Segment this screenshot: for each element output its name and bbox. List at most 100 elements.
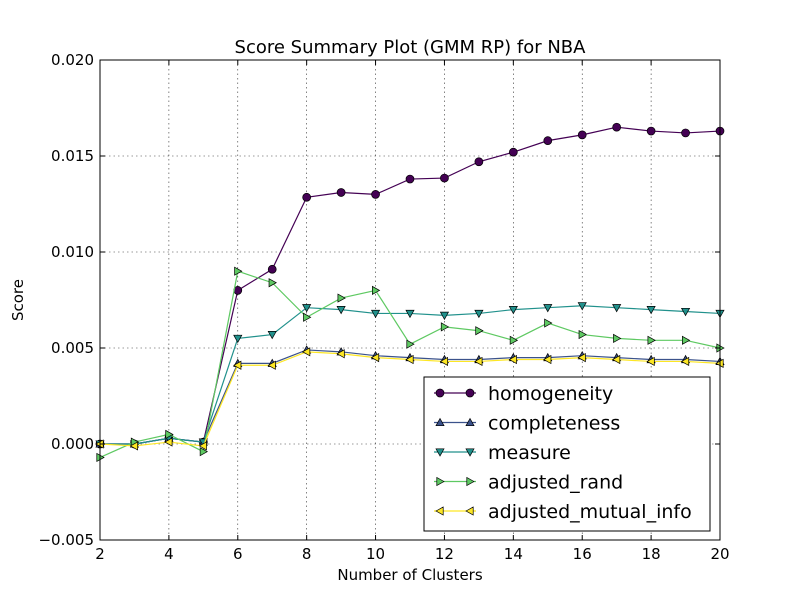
data-point-measure (508, 306, 518, 315)
series-layer (95, 122, 725, 463)
data-point-measure (680, 307, 691, 317)
data-point-measure (336, 306, 346, 315)
legend-marker-homogeneity (465, 388, 475, 398)
x-axis-title: Number of Clusters (337, 566, 482, 584)
data-point-adjusted_mutual_info (301, 347, 311, 357)
data-point-homogeneity (612, 122, 622, 132)
x-tick-label: 14 (504, 545, 523, 563)
data-point-adjusted_mutual_info (405, 354, 414, 365)
legend-marker-adjusted_rand (436, 476, 445, 487)
legend-label-completeness: completeness (488, 413, 620, 435)
legend-marker-adjusted_mutual_info (465, 506, 474, 516)
legend-marker-homogeneity (435, 388, 445, 398)
grid-layer (100, 60, 720, 540)
data-point-adjusted_rand (337, 293, 346, 303)
legend-marker-adjusted_rand (466, 476, 475, 487)
legend-item-measure: measure (434, 442, 571, 464)
data-point-measure (577, 302, 587, 311)
data-point-measure (439, 311, 450, 321)
data-point-measure (302, 304, 312, 313)
data-point-adjusted_mutual_info (439, 356, 448, 367)
data-point-homogeneity (577, 130, 587, 140)
data-point-adjusted_rand (440, 322, 450, 332)
legend-item-adjusted_mutual_info: adjusted_mutual_info (434, 501, 692, 523)
data-point-adjusted_rand (165, 429, 174, 439)
data-point-adjusted_rand (578, 329, 587, 340)
data-point-adjusted_rand (199, 447, 209, 457)
data-point-adjusted_mutual_info (267, 360, 276, 370)
data-point-adjusted_mutual_info (164, 437, 173, 447)
y-tick-label: 0.010 (51, 243, 94, 261)
data-point-adjusted_mutual_info (680, 356, 690, 367)
data-point-adjusted_mutual_info (646, 356, 655, 367)
series-adjusted_rand (96, 266, 725, 463)
data-point-homogeneity (336, 188, 346, 197)
data-point-measure (543, 304, 553, 313)
data-point-homogeneity (302, 192, 312, 202)
data-point-adjusted_rand (613, 333, 622, 343)
x-tick-label: 10 (366, 545, 385, 563)
legend-marker-adjusted_mutual_info (435, 506, 444, 516)
series-measure (95, 302, 725, 449)
data-point-adjusted_mutual_info (198, 441, 207, 451)
data-point-homogeneity (474, 157, 484, 167)
data-point-homogeneity (405, 174, 415, 184)
x-tick-label: 4 (164, 545, 174, 563)
data-point-homogeneity (440, 173, 449, 183)
y-tick-label: 0.020 (51, 51, 94, 69)
data-point-measure (474, 309, 484, 319)
legend-label-homogeneity: homogeneity (488, 383, 613, 405)
y-tick-label: 0.000 (51, 435, 94, 453)
chart-title: Score Summary Plot (GMM RP) for NBA (235, 37, 587, 58)
x-tick-label: 18 (642, 545, 661, 563)
data-point-adjusted_rand (234, 266, 243, 276)
y-tick-label: 0.015 (51, 147, 94, 165)
legend-label-adjusted_rand: adjusted_rand (488, 472, 623, 494)
data-point-homogeneity (371, 190, 380, 199)
data-point-measure (405, 309, 415, 319)
data-point-adjusted_rand (509, 335, 519, 345)
data-point-adjusted_mutual_info (474, 356, 483, 367)
legend-marker-completeness (435, 417, 445, 427)
data-point-adjusted_rand (406, 339, 415, 349)
data-point-measure (267, 331, 277, 340)
data-point-adjusted_mutual_info (577, 353, 586, 363)
x-tick-label: 16 (573, 545, 592, 563)
legend: homogeneity completeness measure adjusted_r… (423, 376, 711, 532)
legend-item-adjusted_rand: adjusted_rand (434, 472, 623, 494)
data-point-adjusted_mutual_info (508, 354, 517, 365)
legend-marker-measure (465, 448, 475, 457)
data-point-adjusted_rand (475, 326, 484, 336)
data-point-homogeneity (267, 264, 277, 274)
legend-label-adjusted_mutual_info: adjusted_mutual_info (488, 501, 692, 523)
x-tick-label: 8 (302, 545, 312, 563)
data-point-adjusted_mutual_info (129, 441, 138, 451)
plot-frame (99, 59, 721, 541)
legend-label-measure: measure (488, 442, 571, 464)
y-tick-label: −0.005 (38, 531, 94, 549)
data-point-adjusted_mutual_info (611, 354, 621, 365)
x-tick-label: 20 (710, 545, 729, 563)
data-point-adjusted_mutual_info (336, 349, 345, 359)
data-point-homogeneity (681, 128, 690, 138)
data-point-adjusted_mutual_info (370, 353, 380, 363)
data-point-adjusted_mutual_info (233, 360, 242, 370)
y-tick-label: 0.005 (51, 339, 94, 357)
data-point-measure (233, 334, 243, 344)
data-point-homogeneity (646, 126, 656, 136)
data-point-adjusted_rand (647, 335, 656, 345)
data-point-adjusted_rand (268, 278, 277, 288)
data-point-homogeneity (508, 147, 518, 157)
legend-box (423, 376, 711, 532)
x-tick-label: 12 (435, 545, 454, 563)
data-point-measure (370, 309, 381, 319)
legend-marker-completeness (465, 417, 475, 427)
legend-item-homogeneity: homogeneity (434, 383, 613, 405)
data-point-adjusted_rand (372, 285, 381, 295)
series-adjusted_mutual_info (95, 347, 724, 451)
data-point-adjusted_rand (303, 312, 312, 322)
data-point-homogeneity (543, 136, 553, 145)
data-point-adjusted_mutual_info (543, 354, 552, 365)
data-point-adjusted_rand (682, 335, 691, 345)
